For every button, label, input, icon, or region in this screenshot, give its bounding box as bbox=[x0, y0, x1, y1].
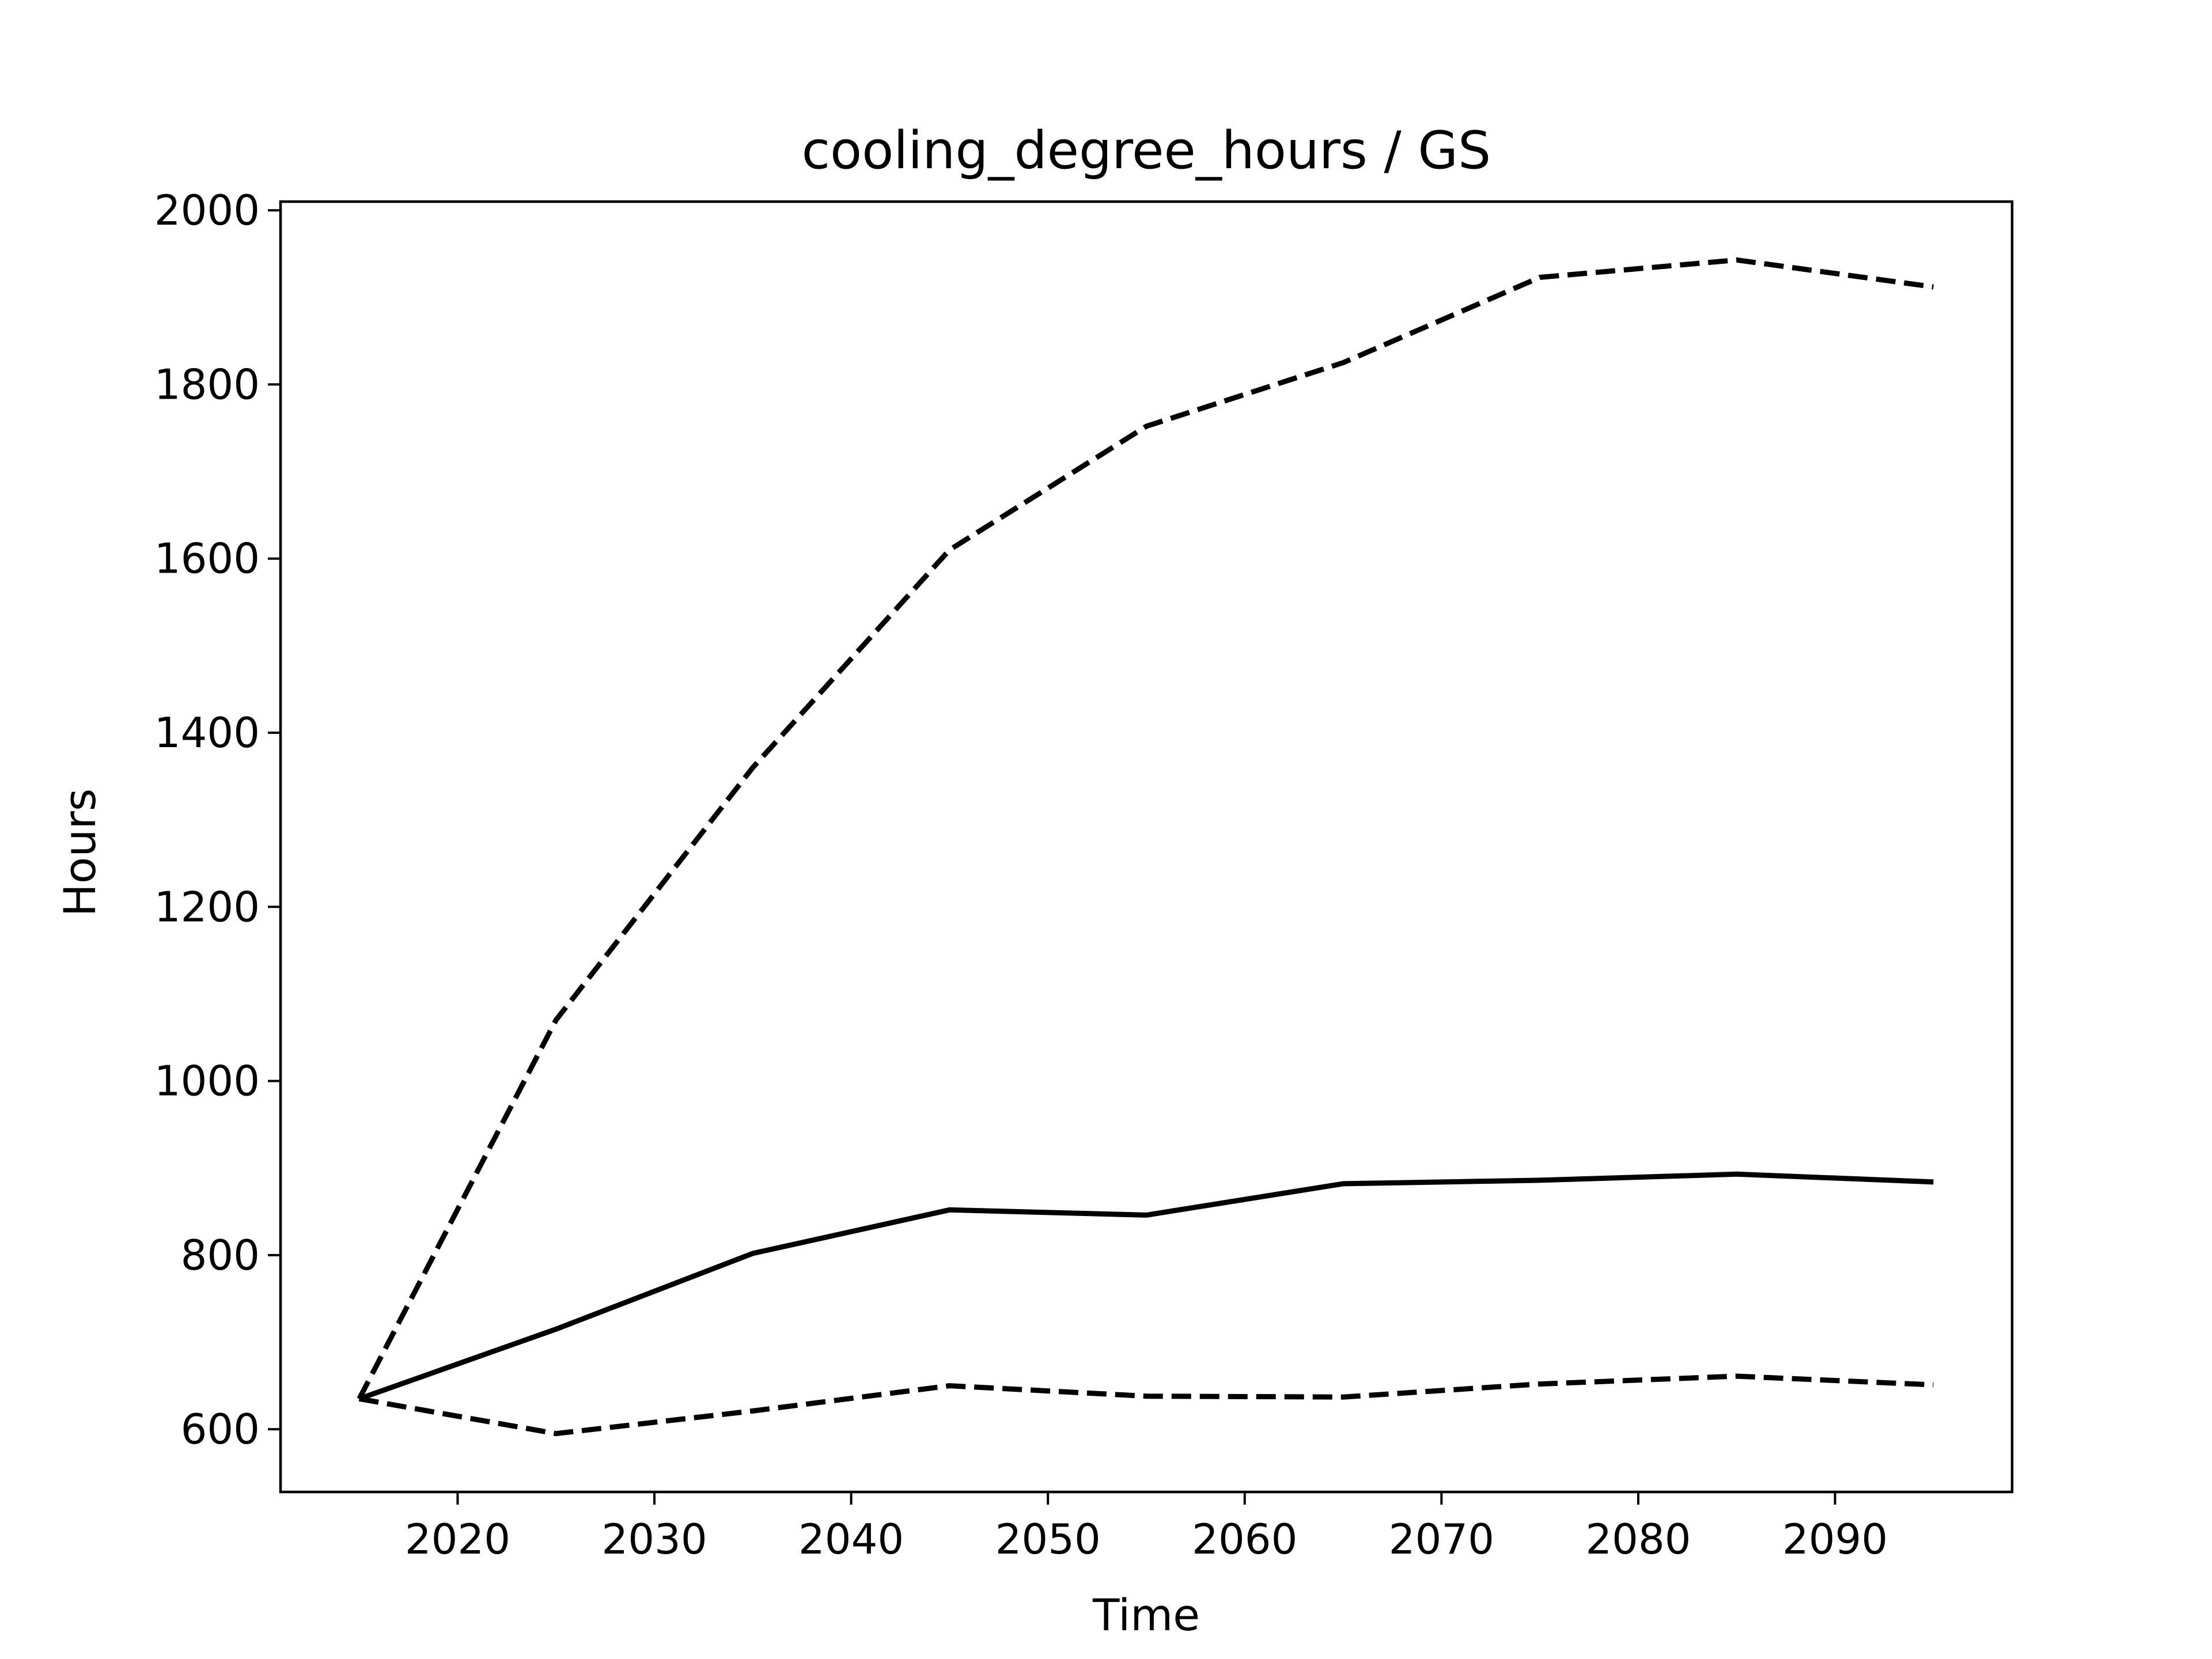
plot-frame bbox=[279, 200, 2014, 1494]
series-line-lower bbox=[358, 1373, 1934, 1437]
y-tick-label: 600 bbox=[181, 1405, 260, 1453]
plot-area bbox=[357, 257, 1934, 1437]
y-tick-label: 1400 bbox=[154, 709, 260, 757]
y-axis: 600 800 1000 1200 1400 1600 1800 2000 bbox=[154, 186, 281, 1453]
series-line-median bbox=[358, 1171, 1934, 1402]
x-tick-label: 2030 bbox=[601, 1515, 707, 1563]
x-tick-label: 2040 bbox=[798, 1515, 904, 1563]
x-tick-label: 2060 bbox=[1192, 1515, 1297, 1563]
x-axis: 2020 2030 2040 2050 2060 2070 2080 2090 bbox=[405, 1492, 1888, 1563]
x-tick-label: 2080 bbox=[1585, 1515, 1691, 1563]
y-tick-label: 1200 bbox=[154, 882, 260, 931]
y-tick-label: 1800 bbox=[154, 360, 260, 408]
x-tick-label: 2020 bbox=[405, 1515, 510, 1563]
x-axis-title: Time bbox=[1092, 1589, 1200, 1641]
chart-title: cooling_degree_hours / GS bbox=[802, 120, 1491, 181]
x-tick-label: 2090 bbox=[1782, 1515, 1888, 1563]
y-axis-title: Hours bbox=[54, 789, 105, 917]
y-tick-label: 1600 bbox=[154, 535, 260, 583]
series-line-upper bbox=[357, 257, 1934, 1400]
y-tick-label: 800 bbox=[181, 1231, 260, 1279]
x-tick-label: 2050 bbox=[995, 1515, 1101, 1563]
y-tick-label: 1000 bbox=[154, 1057, 260, 1105]
x-tick-label: 2070 bbox=[1389, 1515, 1494, 1563]
y-tick-label: 2000 bbox=[154, 186, 260, 234]
